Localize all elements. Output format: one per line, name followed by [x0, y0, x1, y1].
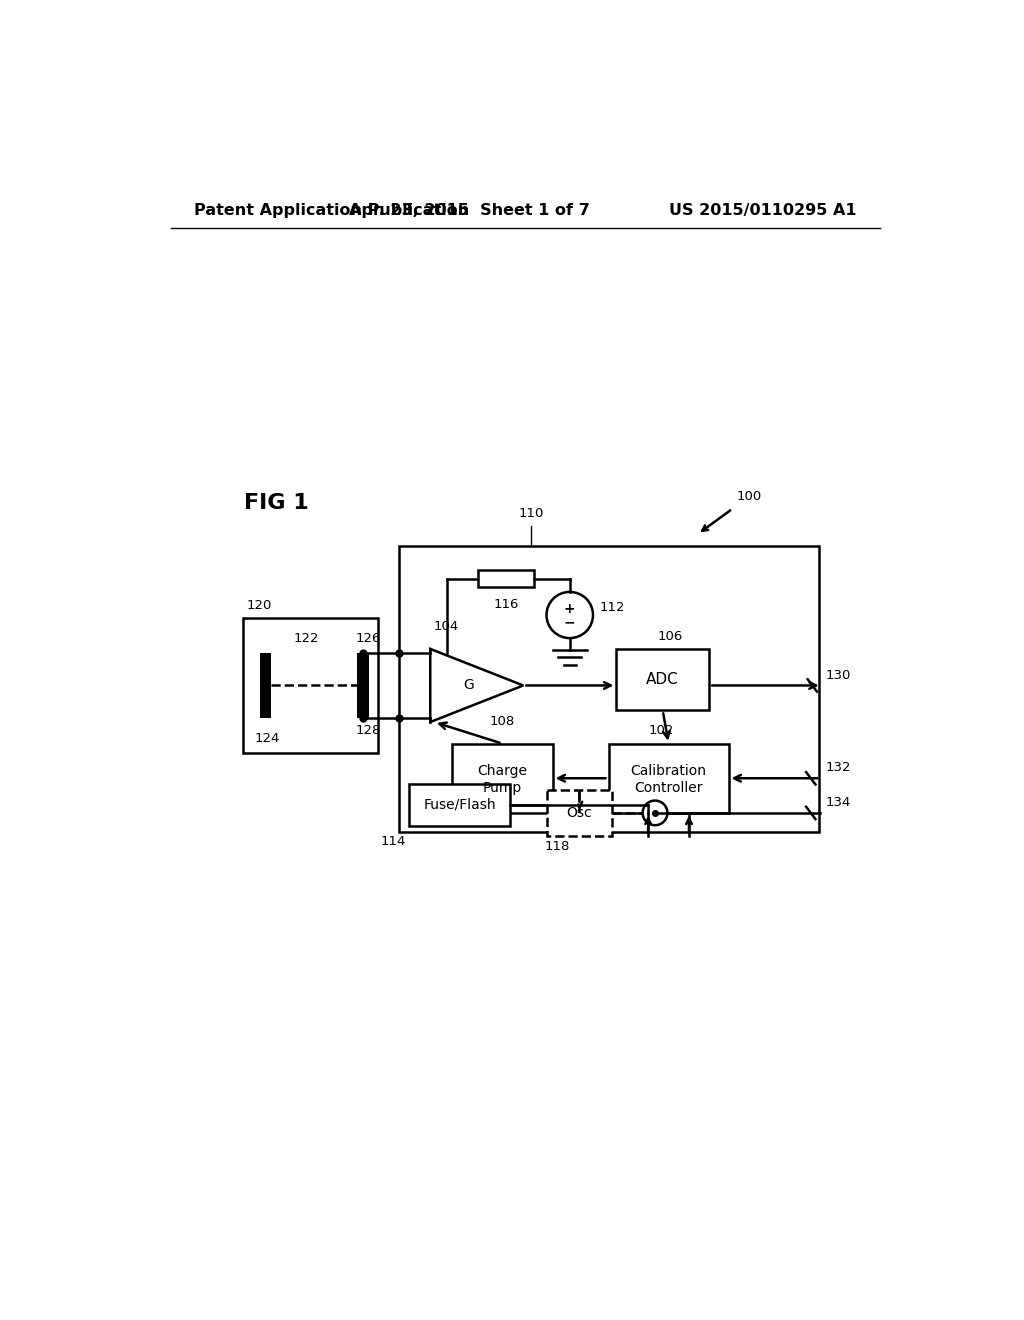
- Text: 116: 116: [494, 598, 519, 611]
- Bar: [410, 784, 510, 826]
- Text: 124: 124: [254, 733, 280, 744]
- Text: Controller: Controller: [634, 781, 702, 795]
- Bar: [616, 649, 710, 710]
- Text: 130: 130: [825, 669, 851, 681]
- Text: 106: 106: [657, 630, 683, 643]
- Text: US 2015/0110295 A1: US 2015/0110295 A1: [669, 203, 856, 218]
- Text: 120: 120: [247, 599, 272, 612]
- Bar: [243, 618, 378, 752]
- Text: Apr. 23, 2015  Sheet 1 of 7: Apr. 23, 2015 Sheet 1 of 7: [348, 203, 590, 218]
- Bar: [452, 743, 553, 813]
- Text: 108: 108: [489, 715, 515, 729]
- Text: 100: 100: [736, 490, 762, 503]
- Text: Osc: Osc: [566, 807, 592, 820]
- Text: Fuse/Flash: Fuse/Flash: [423, 797, 496, 812]
- Text: 104: 104: [433, 620, 459, 634]
- Text: 132: 132: [825, 762, 851, 775]
- Bar: [357, 653, 369, 718]
- Text: Patent Application Publication: Patent Application Publication: [194, 203, 469, 218]
- Text: 126: 126: [355, 632, 381, 645]
- Text: 118: 118: [545, 840, 570, 853]
- Bar: [547, 789, 612, 836]
- Text: 114: 114: [380, 836, 406, 849]
- Text: 102: 102: [648, 725, 674, 738]
- Circle shape: [643, 800, 668, 825]
- Circle shape: [547, 591, 593, 638]
- Bar: [399, 545, 819, 832]
- Bar: [260, 653, 271, 718]
- Text: Calibration: Calibration: [631, 763, 707, 777]
- Text: G: G: [464, 678, 474, 693]
- Text: −: −: [564, 615, 575, 630]
- Text: 134: 134: [825, 796, 851, 809]
- Text: Charge: Charge: [477, 763, 527, 777]
- Text: 122: 122: [293, 632, 318, 645]
- Text: 112: 112: [599, 601, 625, 614]
- Text: 128: 128: [355, 725, 381, 738]
- Text: +: +: [564, 602, 575, 616]
- Text: 110: 110: [518, 507, 544, 520]
- Text: ADC: ADC: [646, 672, 679, 688]
- Bar: [478, 570, 535, 587]
- Bar: [608, 743, 729, 813]
- Text: FIG 1: FIG 1: [245, 494, 309, 513]
- Text: Pump: Pump: [482, 781, 522, 795]
